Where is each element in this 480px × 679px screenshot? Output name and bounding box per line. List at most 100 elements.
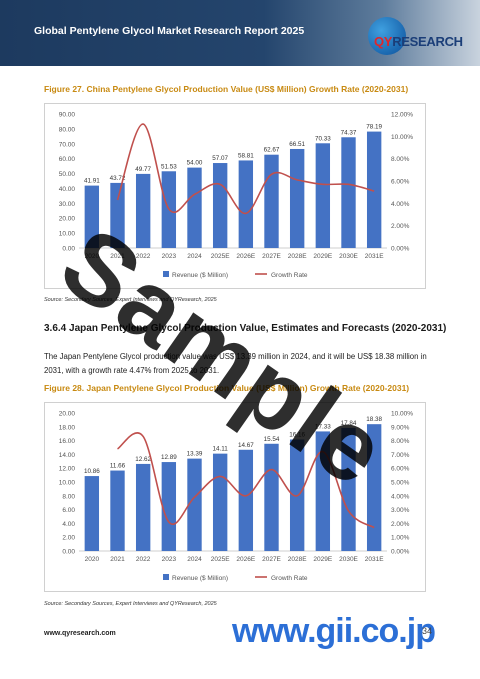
bar-value-label: 15.54	[264, 436, 280, 443]
x-tick-label: 2029E	[313, 253, 332, 260]
bar-value-label: 51.53	[161, 163, 177, 170]
x-tick-label: 2022	[136, 556, 151, 563]
y-tick-label: 2.00	[62, 535, 75, 542]
bar	[366, 424, 382, 551]
growth-rate-line	[117, 432, 375, 529]
bar-value-label: 16.16	[289, 431, 305, 438]
section-heading: 3.6.4 Japan Pentylene Glycol Production …	[44, 323, 447, 334]
y2-tick-label: 3.00%	[391, 507, 410, 514]
chart-svg: 0.00 2.00 4.00 6.00 8.00 10.00 12.00 14.00 16.00…	[59, 411, 414, 583]
y2-tick-label: 6.00%	[391, 466, 410, 473]
y-tick-label: 60.00	[59, 156, 76, 163]
bar-value-label: 12.89	[161, 454, 177, 461]
bar-value-label: 62.67	[264, 147, 280, 154]
y2-tick-label: 0.00%	[391, 549, 410, 556]
bar	[187, 458, 202, 551]
y-tick-label: 12.00	[59, 466, 76, 473]
y-tick-label: 10.00	[59, 231, 76, 238]
y-tick-label: 8.00	[62, 493, 75, 500]
y-tick-label: 18.00	[59, 424, 76, 431]
page-header: Global Pentylene Glycol Market Research …	[0, 0, 480, 66]
y-tick-label: 80.00	[59, 126, 76, 133]
bar	[238, 449, 254, 551]
bar-value-label: 43.72	[110, 175, 126, 182]
y-tick-label: 20.00	[59, 411, 76, 418]
y2-tick-label: 2.00%	[391, 223, 410, 230]
x-tick-label: 2022	[136, 253, 151, 260]
y2-tick-label: 8.00%	[391, 156, 410, 163]
bar	[366, 131, 382, 248]
bar-value-label: 17.84	[341, 420, 357, 427]
bar-value-label: 14.67	[238, 442, 254, 449]
bar-value-label: 41.91	[84, 178, 100, 185]
y-tick-label: 6.00	[62, 507, 75, 514]
growth-rate-line	[116, 123, 375, 215]
y2-tick-label: 2.00%	[391, 521, 410, 528]
bar-value-label: 12.62	[135, 456, 151, 463]
figure-28-title: Figure 28. Japan Pentylene Glycol Produc…	[44, 383, 410, 393]
bar-value-label: 54.00	[187, 160, 203, 167]
x-tick-label: 2031E	[365, 253, 384, 260]
y2-tick-label: 10.00%	[391, 411, 413, 418]
x-tick-label: 2028E	[288, 253, 307, 260]
x-tick-label: 2023	[162, 556, 177, 563]
globe-icon	[368, 17, 406, 55]
gii-watermark: www.gii.co.jp	[232, 612, 436, 650]
bar	[110, 182, 125, 248]
qyresearch-logo: QYRESEARCH	[368, 17, 463, 59]
bar-value-label: 74.37	[341, 129, 357, 136]
bar-value-label: 57.07	[212, 155, 228, 162]
y-tick-label: 50.00	[59, 171, 76, 178]
y2-tick-label: 5.00%	[391, 480, 410, 487]
x-tick-label: 2021	[110, 556, 125, 563]
bar-value-label: 49.77	[135, 166, 151, 173]
legend-growth: Growth Rate	[271, 272, 308, 279]
y2-tick-label: 0.00%	[391, 246, 410, 253]
x-tick-label: 2026E	[236, 253, 255, 260]
bar	[187, 167, 202, 248]
bar	[161, 462, 177, 551]
y-tick-label: 4.00	[62, 521, 75, 528]
bar	[84, 185, 100, 248]
y-tick-label: 20.00	[59, 216, 76, 223]
x-tick-label: 2021	[110, 253, 125, 260]
bar	[289, 148, 305, 248]
y-tick-label: 10.00	[59, 480, 76, 487]
report-title: Global Pentylene Glycol Market Research …	[34, 25, 305, 37]
bar	[212, 453, 228, 551]
x-tick-label: 2026E	[236, 556, 255, 563]
legend-growth: Growth Rate	[271, 575, 308, 582]
x-tick-label: 2025E	[211, 253, 230, 260]
y-tick-label: 14.00	[59, 452, 76, 459]
section-body: The Japan Pentylene Glycol production va…	[44, 352, 427, 375]
bar-value-label: 10.86	[84, 468, 100, 475]
y2-tick-label: 12.00%	[391, 112, 413, 119]
source-note-1: Source: Secondary Sources, Expert Interv…	[44, 297, 217, 303]
legend-bar-swatch	[163, 271, 169, 277]
bar-value-label: 58.81	[238, 152, 254, 159]
x-tick-label: 2027E	[262, 253, 281, 260]
y2-tick-label: 1.00%	[391, 535, 410, 542]
legend-revenue: Revenue ($ Million)	[172, 272, 228, 279]
y-tick-label: 0.00	[62, 246, 75, 253]
figure-27-title: Figure 27. China Pentylene Glycol Produc…	[44, 84, 409, 94]
bar-value-label: 70.33	[315, 135, 331, 142]
bar-value-label: 78.19	[366, 124, 382, 131]
logo-text: QYRESEARCH	[374, 34, 463, 49]
x-tick-label: 2030E	[339, 556, 358, 563]
bar	[238, 160, 254, 248]
bar	[135, 173, 151, 248]
bar	[84, 476, 100, 551]
x-tick-label: 2020	[85, 556, 100, 563]
x-tick-label: 2029E	[313, 556, 332, 563]
x-tick-label: 2031E	[365, 556, 384, 563]
y-tick-label: 16.00	[59, 438, 76, 445]
bar-value-label: 66.51	[289, 141, 305, 148]
footer-url: www.qyresearch.com	[44, 630, 116, 637]
x-tick-label: 2027E	[262, 556, 281, 563]
bar-value-label: 11.66	[110, 463, 126, 470]
y-tick-label: 30.00	[59, 201, 76, 208]
y2-tick-label: 10.00%	[391, 134, 413, 141]
legend-bar-swatch	[163, 574, 169, 580]
bar	[212, 163, 228, 248]
